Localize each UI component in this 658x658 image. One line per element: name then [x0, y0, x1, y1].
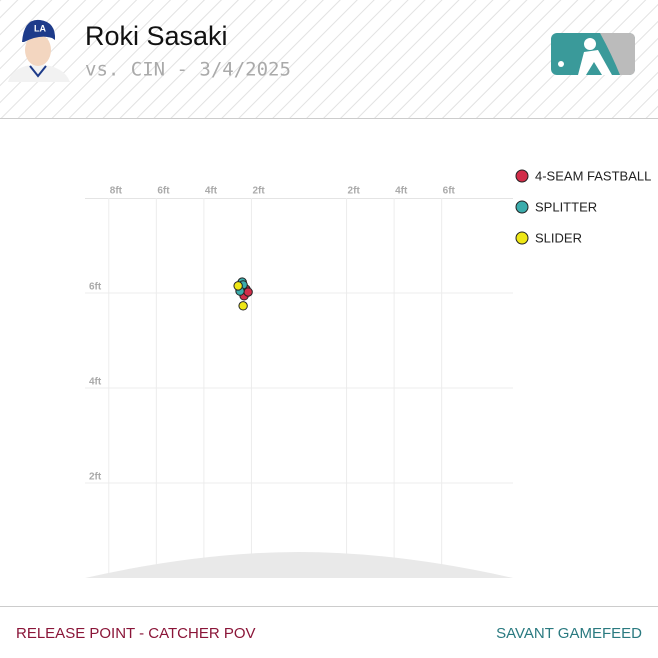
mound	[85, 552, 513, 578]
header-bg	[0, 0, 658, 118]
legend-label: SLIDER	[535, 230, 582, 245]
y-tick-label: 2ft	[89, 472, 102, 483]
legend-label: SPLITTER	[535, 199, 597, 214]
player-name: Roki Sasaki	[85, 21, 228, 51]
legend-swatch	[515, 169, 529, 183]
pitch-point	[238, 301, 248, 311]
x-tick-label: 4ft	[205, 186, 218, 197]
x-tick-label: 6ft	[157, 186, 170, 197]
player-avatar: LA	[8, 19, 70, 82]
game-subtitle: vs. CIN - 3/4/2025	[85, 59, 291, 81]
legend-swatch	[515, 231, 529, 245]
x-tick-label: 6ft	[443, 186, 456, 197]
grid	[85, 198, 513, 578]
svg-text:LA: LA	[34, 23, 46, 33]
legend-label: 4-SEAM FASTBALL	[535, 168, 651, 183]
x-tick-label: 2ft	[348, 186, 361, 197]
footer-right: SAVANT GAMEFEED	[496, 625, 642, 642]
footer-left: RELEASE POINT - CATCHER POV	[16, 625, 256, 642]
x-tick-label: 4ft	[395, 186, 408, 197]
y-tick-label: 6ft	[89, 282, 102, 293]
pitch-point	[233, 281, 243, 291]
y-tick-label: 4ft	[89, 377, 102, 388]
x-tick-label: 8ft	[110, 186, 123, 197]
legend-swatch	[515, 200, 529, 214]
mlb-logo	[551, 33, 635, 75]
x-tick-label: 2ft	[252, 186, 265, 197]
